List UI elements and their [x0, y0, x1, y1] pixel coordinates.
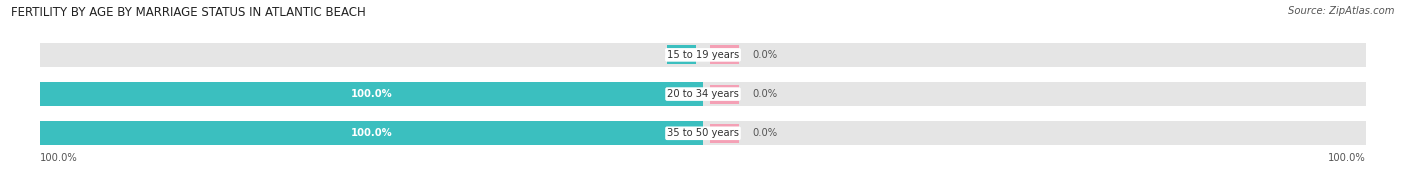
Text: 0.0%: 0.0%: [752, 128, 778, 138]
Text: 35 to 50 years: 35 to 50 years: [666, 128, 740, 138]
Text: 100.0%: 100.0%: [350, 89, 392, 99]
Bar: [666, 85, 696, 103]
Text: 100.0%: 100.0%: [41, 153, 77, 163]
Bar: [41, 43, 1365, 67]
Bar: [666, 45, 696, 64]
Bar: [41, 121, 1365, 145]
Text: 100.0%: 100.0%: [350, 128, 392, 138]
Bar: [41, 82, 1365, 106]
Bar: [666, 124, 696, 143]
Text: 15 to 19 years: 15 to 19 years: [666, 50, 740, 60]
Text: 20 to 34 years: 20 to 34 years: [666, 89, 740, 99]
Text: 100.0%: 100.0%: [1329, 153, 1365, 163]
Text: FERTILITY BY AGE BY MARRIAGE STATUS IN ATLANTIC BEACH: FERTILITY BY AGE BY MARRIAGE STATUS IN A…: [11, 6, 366, 19]
Text: 0.0%: 0.0%: [665, 50, 690, 60]
Bar: [710, 124, 740, 143]
Text: Source: ZipAtlas.com: Source: ZipAtlas.com: [1288, 6, 1395, 16]
Text: 0.0%: 0.0%: [752, 89, 778, 99]
Text: 0.0%: 0.0%: [752, 50, 778, 60]
Bar: [710, 85, 740, 103]
Bar: [41, 121, 703, 145]
Bar: [41, 82, 703, 106]
Bar: [710, 45, 740, 64]
